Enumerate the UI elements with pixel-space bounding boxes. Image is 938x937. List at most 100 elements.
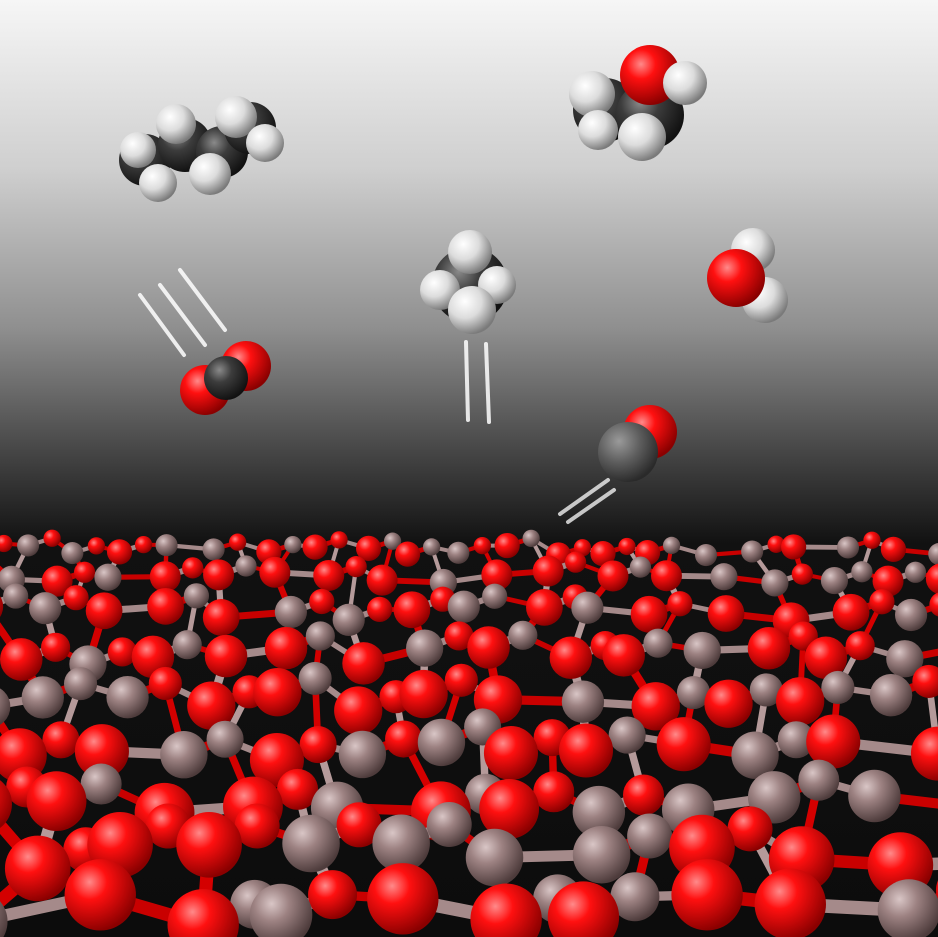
oxygen-atom xyxy=(87,537,106,555)
oxygen-atom xyxy=(0,780,12,829)
oxygen-atom xyxy=(929,592,938,617)
oxygen-atom xyxy=(747,626,791,670)
oxygen-atom xyxy=(618,537,636,556)
metal-atom xyxy=(851,561,873,583)
carbon-monoxide-molecule xyxy=(598,405,677,482)
oxygen-atom xyxy=(444,621,474,651)
oxygen-atom xyxy=(473,536,491,555)
oxygen-atom xyxy=(0,596,4,617)
oxygen-atom xyxy=(395,541,421,567)
oxygen-atom xyxy=(264,626,308,670)
oxygen-atom xyxy=(526,589,563,626)
oxygen-atom xyxy=(302,534,328,560)
metal-atom xyxy=(80,763,122,805)
oxygen-atom xyxy=(630,595,668,633)
oxygen-atom xyxy=(187,681,236,730)
oxygen-atom xyxy=(494,532,520,559)
oxygen-atom xyxy=(313,559,345,591)
metal-atom xyxy=(202,538,225,561)
metal-atom xyxy=(0,688,11,725)
oxygen-atom xyxy=(277,768,319,810)
oxygen-atom xyxy=(74,724,129,779)
oxygen-atom xyxy=(704,679,753,728)
metal-atom xyxy=(3,583,29,609)
metal-atom xyxy=(662,536,681,555)
oxygen-atom xyxy=(564,551,587,573)
oxygen-atom xyxy=(667,591,693,617)
metal-atom xyxy=(749,673,783,707)
metal-atom xyxy=(572,785,626,839)
metal-atom xyxy=(249,883,313,937)
metal-atom xyxy=(282,814,340,873)
oxygen-atom xyxy=(869,589,895,615)
oxygen-atom xyxy=(872,565,904,597)
metal-atom xyxy=(274,595,307,629)
metal-atom xyxy=(447,590,480,623)
oxygen-atom xyxy=(0,534,13,553)
oxygen-atom xyxy=(106,539,133,565)
metal-atom xyxy=(61,541,84,565)
oxygen-atom xyxy=(367,863,439,935)
metal-atom xyxy=(406,629,444,667)
oxygen-atom xyxy=(880,536,907,562)
oxygen-atom xyxy=(863,531,881,549)
methane-molecule xyxy=(420,230,516,334)
oxygen-atom xyxy=(532,555,564,587)
oxygen-atom xyxy=(597,560,629,592)
oxygen-atom xyxy=(483,726,539,781)
metal-atom xyxy=(235,555,257,577)
oxygen-atom xyxy=(176,811,242,878)
metal-atom xyxy=(676,675,711,710)
water-molecule xyxy=(707,228,788,323)
metal-atom xyxy=(298,661,332,695)
metal-atom xyxy=(206,720,244,758)
oxygen-atom xyxy=(558,723,614,778)
metal-atom xyxy=(383,532,402,550)
oxygen-atom xyxy=(330,531,348,549)
metal-atom xyxy=(305,621,335,651)
metal-atom xyxy=(94,563,122,591)
oxygen-atom xyxy=(73,561,96,583)
oxygen-atom xyxy=(64,859,136,931)
metal-atom xyxy=(417,718,466,767)
oxygen-atom xyxy=(308,870,358,920)
oxygen-atom xyxy=(481,559,513,591)
metal-atom xyxy=(332,603,365,636)
oxygen-atom xyxy=(479,778,540,839)
oxygen-atom xyxy=(299,726,337,764)
oxygen-atom xyxy=(650,560,682,592)
oxygen-atom xyxy=(253,668,302,717)
metal-atom xyxy=(29,592,62,625)
oxygen-atom xyxy=(4,835,71,902)
metal-atom xyxy=(731,731,779,779)
oxygen-atom xyxy=(345,556,367,578)
oxygen-atom xyxy=(134,536,153,554)
metal-atom xyxy=(372,814,430,873)
metal-atom xyxy=(608,716,646,754)
oxygen-atom xyxy=(203,559,235,591)
metal-atom xyxy=(338,730,387,779)
metal-atom xyxy=(821,670,855,705)
metal-atom xyxy=(508,620,538,650)
oxygen-atom xyxy=(775,677,825,726)
oxygen-atom xyxy=(336,802,382,848)
oxygen-atom xyxy=(533,771,575,813)
oxygen-atom xyxy=(85,592,123,630)
metal-atom xyxy=(522,529,540,548)
oxygen-atom xyxy=(41,632,71,662)
metal-atom xyxy=(572,825,631,884)
oxygen-atom xyxy=(366,564,398,596)
oxygen-atom xyxy=(342,642,385,685)
oxygen-atom xyxy=(781,534,807,560)
oxygen-atom xyxy=(149,561,181,593)
oxygen-atom xyxy=(26,771,87,832)
metal-atom xyxy=(683,631,721,670)
oxygen-atom xyxy=(767,535,785,553)
oxygen-atom xyxy=(547,881,620,937)
ethanol-molecule xyxy=(569,45,707,161)
metal-atom xyxy=(482,583,508,609)
oxygen-atom xyxy=(167,889,239,937)
oxygen-atom xyxy=(791,563,813,585)
oxygen-atom xyxy=(631,682,680,731)
oxygen-atom xyxy=(549,636,593,679)
